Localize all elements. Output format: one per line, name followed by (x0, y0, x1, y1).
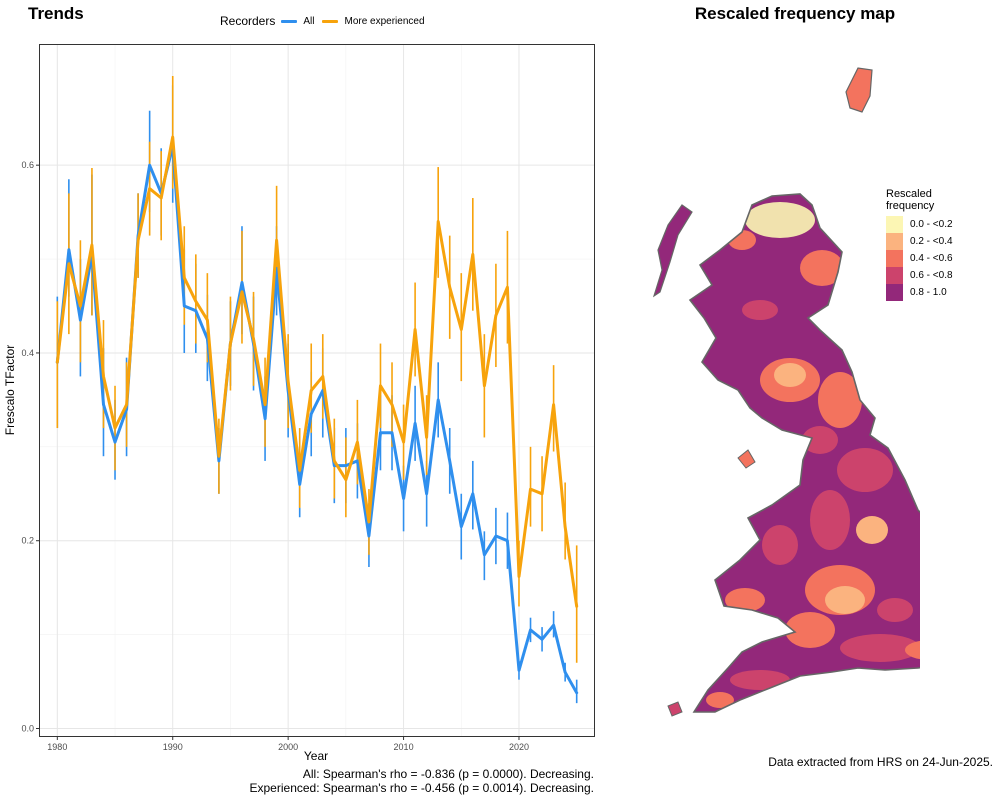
x-tick-label: 2010 (394, 742, 414, 752)
y-tick-label: 0.4 (21, 348, 34, 358)
legend-title: Recorders (220, 14, 276, 28)
error-bars (56, 75, 578, 704)
y-tick-label: 0.0 (21, 723, 34, 733)
map-legend-item: 0.8 - 1.0 (886, 284, 953, 301)
mainland-coastline (688, 193, 920, 713)
map-legend-title: Rescaled frequency (886, 188, 935, 212)
map-legend-swatch (886, 216, 903, 233)
axis-ticks: 1980 1990 2000 2010 2020 0.0 0.2 0.4 0.6 (21, 160, 529, 752)
map-legend-swatch (886, 233, 903, 250)
map-legend-label: 0.6 - <0.8 (910, 270, 953, 281)
x-tick-label: 2020 (509, 742, 529, 752)
map-legend-items: 0.0 - <0.2 0.2 - <0.4 0.4 - <0.6 0.6 - <0.8… (886, 216, 953, 301)
legend-swatch-all (281, 19, 298, 23)
plot-frame (39, 44, 595, 737)
y-tick-label: 0.6 (21, 160, 34, 170)
x-tick-label: 1980 (47, 742, 67, 752)
map-legend-label: 0.2 - <0.4 (910, 236, 953, 247)
trend-statistics: All: Spearman's rho = -0.836 (p = 0.0000… (100, 767, 595, 795)
stats-experienced: Experienced: Spearman's rho = -0.456 (p … (249, 781, 595, 795)
frequency-map (652, 67, 920, 717)
y-axis-label: Frescalo TFactor (3, 345, 17, 435)
series-lines (55, 135, 579, 695)
map-legend-label: 0.8 - 1.0 (910, 287, 947, 298)
legend-item-experienced: More experienced (322, 15, 425, 27)
map-legend: Rescaled frequency 0.0 - <0.2 0.2 - <0.4 0… (886, 188, 953, 301)
trends-title: Trends (28, 4, 84, 23)
map-legend-item: 0.0 - <0.2 (886, 216, 953, 233)
x-axis-label: Year (304, 749, 328, 763)
series-line-experienced (55, 135, 579, 608)
map-legend-label: 0.4 - <0.6 (910, 253, 953, 264)
map-legend-item: 0.2 - <0.4 (886, 233, 953, 250)
map-legend-item: 0.6 - <0.8 (886, 267, 953, 284)
trend-chart: 1980 1990 2000 2010 2020 0.0 0.2 0.4 0.6 Year Fr… (3, 44, 595, 763)
legend-label-experienced: More experienced (344, 15, 425, 27)
shetland-isles (845, 67, 873, 113)
map-legend-swatch (886, 267, 903, 284)
legend-item-all: All (281, 16, 314, 27)
legend-label-all: All (303, 15, 315, 27)
legend-swatch-experienced (322, 19, 339, 23)
chart-legend: Recorders All More experienced (220, 12, 433, 30)
source-note: Data extracted from HRS on 24-Jun-2025. (768, 755, 993, 769)
map-legend-label: 0.0 - <0.2 (910, 219, 953, 230)
x-tick-label: 2000 (278, 742, 298, 752)
map-title: Rescaled frequency map (694, 4, 896, 23)
map-legend-swatch (886, 284, 903, 301)
isles-of-scilly (667, 701, 683, 717)
series-line-all (55, 144, 579, 695)
outer-hebrides (652, 204, 693, 298)
y-tick-label: 0.2 (21, 536, 34, 546)
x-tick-label: 1990 (163, 742, 183, 752)
stats-all: All: Spearman's rho = -0.836 (p = 0.0000… (302, 767, 594, 781)
map-legend-item: 0.4 - <0.6 (886, 250, 953, 267)
map-legend-swatch (886, 250, 903, 267)
isle-of-man (737, 449, 756, 469)
